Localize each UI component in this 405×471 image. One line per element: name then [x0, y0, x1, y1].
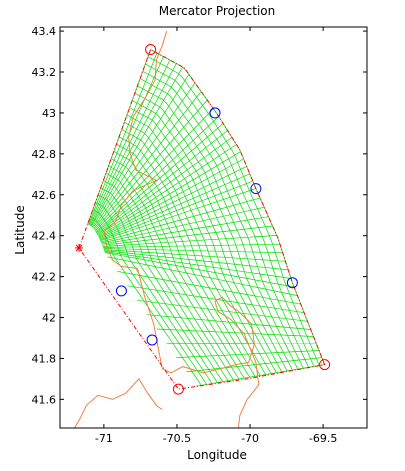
circle-marker: [286, 277, 298, 289]
grid-arc-line: [105, 172, 234, 381]
grid-arc-line: [142, 70, 309, 368]
grid-arc-line: [111, 158, 245, 379]
coastline: [103, 30, 260, 428]
x-tick-label: -71: [95, 432, 113, 445]
grid-arc-line: [116, 143, 256, 377]
x-tick-label: -70: [241, 432, 259, 445]
grid-arc-line: [108, 165, 240, 380]
grid-radial-line: [195, 364, 325, 387]
model-grid: [87, 49, 325, 387]
star-marker-stroke: [75, 244, 83, 252]
grid-arc-line: [124, 121, 272, 374]
grid-arc-line: [129, 107, 283, 372]
grid-arc-line: [139, 78, 304, 369]
circle-marker: [146, 334, 158, 346]
x-axis-label: Longitude: [187, 448, 247, 462]
grid-arc-line: [145, 63, 315, 367]
plot-clip-group: [74, 30, 326, 428]
y-tick-label: 43.2: [32, 66, 57, 79]
south-shore-coastline: [74, 378, 163, 428]
grid-arc-line: [118, 136, 261, 376]
grid-arc-line: [100, 187, 224, 382]
x-tick-label: -70.5: [163, 432, 191, 445]
circle-marker: [209, 107, 221, 119]
circle-marker: [115, 285, 127, 297]
grid-arc-line: [147, 56, 320, 366]
plot-area: [74, 30, 331, 428]
y-tick-label: 41.6: [32, 393, 57, 406]
grid-arc-line: [103, 180, 229, 381]
y-tick-label: 41.8: [32, 352, 57, 365]
circle-marker: [250, 183, 262, 195]
axes: -71 -70.5 -70 -69.5 41.6 41.8 42 42.2 42.4 42.6 42…: [32, 25, 368, 445]
grid-arc-line: [95, 201, 213, 384]
star-marker: [75, 243, 84, 252]
y-tick-label: 42.8: [32, 148, 57, 161]
axes-box: [59, 26, 368, 429]
y-tick-label: 42.4: [32, 230, 57, 243]
y-tick-label: 42: [42, 312, 56, 325]
circle-marker: [319, 359, 331, 371]
circle-marker: [145, 44, 157, 55]
circle-marker: [172, 383, 184, 395]
grid-arc-line: [97, 194, 218, 383]
y-tick-label: 42.2: [32, 271, 57, 284]
y-axis-label: Latitude: [13, 205, 27, 254]
grid-arc-line: [90, 216, 202, 386]
chart-title: Mercator Projection: [159, 4, 276, 18]
y-tick-label: 43.4: [32, 25, 57, 38]
x-tick-label: -69.5: [309, 432, 337, 445]
grid-arc-line: [137, 85, 299, 370]
grid-arc-line: [132, 100, 288, 372]
grid-arc-line: [121, 129, 266, 375]
y-tick-label: 42.6: [32, 189, 57, 202]
grid-arc-line: [126, 114, 277, 373]
grid-boundary: [78, 48, 326, 390]
y-tick-label: 43: [42, 107, 56, 120]
grid-arc-line: [134, 92, 293, 371]
